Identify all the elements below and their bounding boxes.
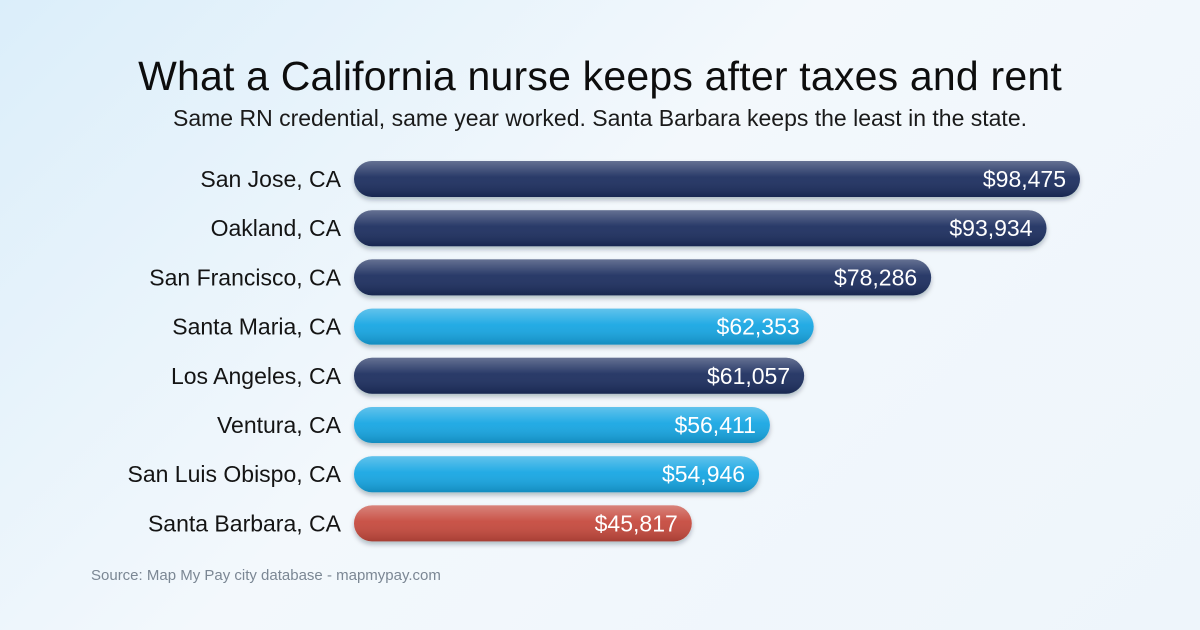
category-label: Los Angeles, CA	[171, 363, 342, 389]
value-label: $45,817	[595, 510, 678, 536]
bar-row: San Francisco, CA $78,286	[149, 259, 932, 296]
bar-row: San Jose, CA $98,475	[200, 161, 1080, 197]
bar-row: Oakland, CA $93,934	[211, 210, 1047, 247]
category-label: Santa Barbara, CA	[148, 510, 342, 536]
source-note: Source: Map My Pay city database - mapmy…	[91, 567, 441, 584]
value-label: $61,057	[707, 363, 790, 389]
bar-highlight	[354, 259, 932, 296]
category-label: Oakland, CA	[211, 215, 342, 241]
bar-highlight	[354, 456, 760, 493]
value-label: $98,475	[983, 166, 1066, 192]
bar-row: Santa Barbara, CA $45,817	[148, 505, 692, 542]
value-label: $54,946	[662, 461, 745, 487]
category-label: San Luis Obispo, CA	[127, 461, 341, 487]
bar-highlight	[354, 210, 1047, 247]
bar-highlight	[354, 407, 770, 443]
bar-row: Santa Maria, CA $62,353	[172, 308, 814, 345]
bars-group: San Jose, CA $98,475 Oakland, CA $93,934 San…	[127, 161, 1080, 542]
category-label: San Jose, CA	[200, 166, 341, 192]
category-label: Santa Maria, CA	[172, 314, 341, 340]
value-label: $78,286	[834, 264, 917, 290]
category-label: San Francisco, CA	[149, 264, 341, 290]
bar-row: San Luis Obispo, CA $54,946	[127, 456, 760, 493]
bar-highlight	[354, 505, 692, 542]
value-label: $56,411	[674, 412, 755, 438]
bar-highlight	[354, 161, 1080, 197]
category-label: Ventura, CA	[217, 412, 342, 438]
bar-row: Los Angeles, CA $61,057	[171, 357, 805, 394]
value-label: $62,353	[717, 314, 800, 340]
bar-highlight	[354, 357, 805, 394]
chart-title: What a California nurse keeps after taxe…	[138, 53, 1062, 99]
bar-highlight	[354, 308, 814, 345]
chart-subtitle: Same RN credential, same year worked. Sa…	[173, 105, 1027, 131]
value-label: $93,934	[949, 215, 1032, 241]
bar-row: Ventura, CA $56,411	[217, 407, 770, 443]
